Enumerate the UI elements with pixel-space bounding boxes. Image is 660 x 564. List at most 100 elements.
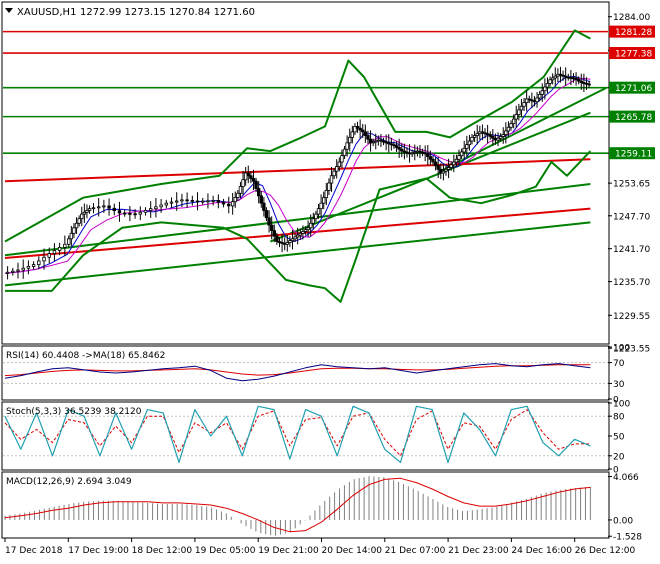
level-badge — [609, 25, 655, 38]
candle-body — [316, 208, 321, 215]
candle-body — [371, 141, 375, 144]
stoch-tick-label: 50 — [613, 433, 625, 443]
candle-body — [537, 93, 542, 99]
candle-body — [353, 125, 357, 133]
candle-body — [293, 236, 297, 240]
candle-body — [509, 123, 513, 128]
candle-body — [480, 131, 485, 134]
candle-body — [524, 98, 529, 104]
candle-body — [428, 156, 433, 160]
candle-body — [107, 205, 111, 209]
rsi-tick-label: 100 — [613, 344, 630, 354]
candle-body — [444, 168, 448, 172]
candle-body — [85, 210, 89, 213]
candle-body — [452, 161, 456, 166]
candle-body — [496, 137, 500, 141]
candle-body — [185, 199, 189, 202]
candle-body — [426, 153, 430, 157]
trend-line — [4, 182, 591, 257]
candle-body — [275, 235, 279, 242]
level-label: 1277.38 — [615, 50, 652, 60]
candle-body — [387, 142, 391, 145]
candle-body — [82, 211, 87, 215]
candle-body — [576, 79, 581, 82]
candle-body — [16, 269, 20, 272]
candle-body — [77, 218, 81, 224]
price-tick-label: 1235.70 — [613, 278, 650, 288]
time-tick-label: 20 Dec 14:00 — [322, 546, 383, 556]
candle-body — [433, 161, 438, 167]
candle-body — [233, 197, 237, 203]
candle-body — [400, 148, 404, 152]
candle-body — [159, 204, 163, 208]
candle-body — [394, 145, 399, 148]
candle-body — [327, 182, 331, 191]
candle-body — [337, 161, 342, 168]
time-tick-label: 17 Dec 2018 — [5, 546, 63, 556]
level-badge — [609, 47, 655, 60]
candle-body — [483, 132, 487, 135]
candle-body — [267, 217, 271, 226]
candle-body — [37, 260, 41, 265]
candle-body — [169, 201, 174, 204]
dropdown-triangle-icon[interactable] — [5, 8, 13, 13]
candle-body — [272, 230, 276, 237]
candle-body — [254, 180, 258, 189]
candle-body — [355, 125, 360, 129]
candle-body — [553, 75, 557, 79]
candle-body — [301, 231, 305, 234]
stoch-tick-label: 80 — [613, 413, 625, 423]
candle-body — [563, 75, 568, 78]
candle-body — [345, 142, 349, 150]
candle-body — [324, 189, 329, 199]
candle-body — [350, 131, 355, 138]
candle-body — [410, 152, 414, 155]
candle-body — [420, 151, 425, 154]
candle-body — [264, 210, 269, 219]
candle-body — [402, 150, 407, 153]
candle-body — [303, 229, 308, 232]
price-tick-label: 1253.65 — [613, 180, 650, 190]
candle-body — [243, 172, 248, 181]
candle-body — [472, 135, 477, 138]
candle-body — [112, 207, 116, 212]
candle-body — [26, 266, 31, 269]
candle-body — [519, 105, 524, 111]
rsi-panel-frame — [1, 345, 610, 401]
candle-body — [457, 155, 461, 160]
candle-body — [298, 232, 302, 236]
candle-body — [522, 102, 526, 107]
candle-body — [540, 90, 544, 95]
candle-body — [374, 140, 378, 143]
candle-body — [501, 134, 505, 137]
candle-body — [465, 144, 469, 149]
time-tick-label: 19 Dec 21:00 — [258, 546, 319, 556]
candle-body — [335, 166, 339, 172]
price-plot-area: 1284.001277.851271.061265.781259.111253.… — [3, 13, 655, 355]
candle-body — [543, 86, 547, 92]
candle-body — [423, 152, 427, 155]
macd-label: MACD(12,26,9) 2.694 3.049 — [6, 477, 132, 487]
candle-body — [241, 179, 245, 187]
candle-body — [381, 140, 386, 143]
candle-body — [221, 201, 226, 205]
bollinger-upper-band — [4, 29, 591, 243]
candle-body — [52, 250, 57, 255]
candle-body — [498, 136, 503, 139]
candle-body — [122, 212, 127, 215]
candle-body — [332, 170, 336, 177]
candle-body — [180, 199, 184, 202]
level-badge — [609, 147, 655, 160]
candle-body — [368, 138, 373, 144]
price-tick-label: 1223.55 — [613, 345, 650, 355]
bollinger-lower-band — [5, 150, 592, 303]
candle-body — [227, 203, 231, 207]
candle-body — [246, 172, 250, 177]
candle-body — [392, 144, 396, 147]
candle-body — [361, 129, 365, 133]
candle-body — [459, 151, 464, 157]
candle-body — [87, 208, 92, 211]
candle-body — [138, 211, 142, 215]
